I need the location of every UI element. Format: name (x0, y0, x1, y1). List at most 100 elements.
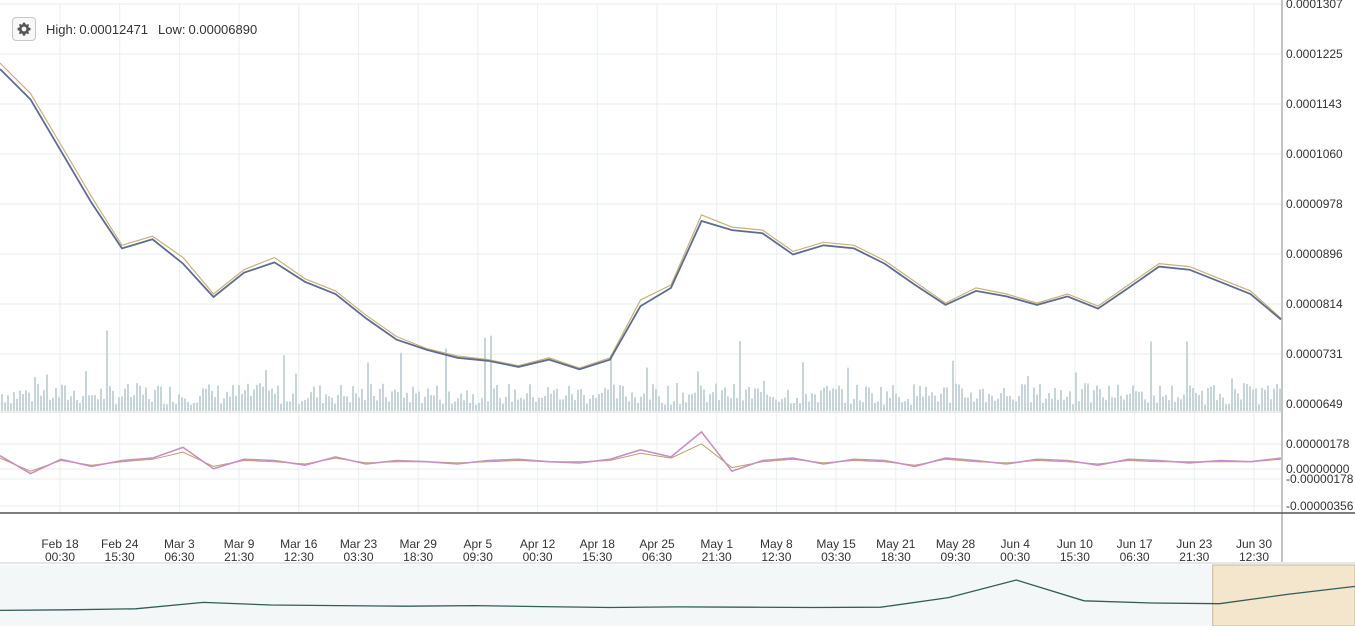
moving-average-line (0, 68, 1282, 371)
volume-bar (778, 401, 780, 411)
volume-bar (616, 398, 618, 411)
volume-bar (373, 395, 375, 411)
volume-bar (805, 393, 807, 411)
x-tick-date: Jun 23 (1176, 537, 1212, 551)
volume-bar (1030, 402, 1032, 411)
volume-bar (367, 362, 369, 411)
x-tick-date: Feb 24 (101, 537, 139, 551)
volume-bar (139, 385, 141, 411)
low-label: Low: (158, 21, 186, 37)
volume-bar (1270, 399, 1272, 411)
volume-bar (700, 385, 702, 411)
volume-bar (1084, 383, 1086, 411)
volume-bar (583, 395, 585, 411)
x-tick-time: 03:30 (821, 550, 851, 564)
volume-bar (1198, 394, 1200, 411)
volume-bar (559, 399, 561, 411)
volume-bar (1207, 388, 1209, 411)
volume-bar (163, 404, 165, 411)
volume-bar (475, 404, 477, 411)
navigator[interactable] (0, 564, 1355, 627)
volume-bar (661, 402, 663, 411)
volume-bar (601, 392, 603, 411)
volume-bar (523, 399, 525, 411)
volume-bar (4, 402, 6, 411)
volume-bar (394, 389, 396, 411)
volume-bar (241, 394, 243, 411)
volume-bar (643, 393, 645, 411)
volume-bar (787, 389, 789, 411)
volume-bar (10, 403, 12, 411)
volume-bar (244, 390, 246, 411)
volume-bar (1183, 394, 1185, 411)
volume-bar (898, 397, 900, 411)
price-range-header: High: 0.00012471 Low: 0.00006890 (12, 16, 257, 42)
volume-bar (352, 386, 354, 411)
volume-bar (181, 397, 183, 411)
volume-bar (526, 393, 528, 411)
volume-bar (1108, 385, 1110, 411)
volume-bar (556, 388, 558, 411)
volume-bar (961, 388, 963, 411)
volume-bar (1237, 393, 1239, 411)
volume-bar (796, 397, 798, 411)
x-tick-time: 09:30 (463, 550, 493, 564)
high-readout: High: 0.00012471 (46, 22, 148, 37)
volume-bar (481, 398, 483, 411)
volume-bar (463, 400, 465, 411)
volume-bar (436, 385, 438, 411)
volume-bar (1087, 383, 1089, 411)
volume-bar (793, 402, 795, 411)
x-tick-date: Mar 3 (164, 537, 195, 551)
volume-bar (1123, 399, 1125, 411)
volume-bar (109, 386, 111, 411)
volume-bar (1273, 388, 1275, 411)
volume-bar (178, 394, 180, 411)
volume-bar (124, 388, 126, 411)
settings-button[interactable] (12, 17, 36, 41)
high-label: High: (46, 21, 77, 37)
volume-bar (826, 385, 828, 411)
volume-bar (328, 396, 330, 411)
volume-bar (1234, 389, 1236, 411)
volume-bar (676, 383, 678, 411)
grid-lines (0, 3, 1281, 512)
volume-bar (991, 395, 993, 411)
volume-bar (376, 400, 378, 411)
volume-bar (895, 393, 897, 411)
volume-bar (295, 373, 297, 411)
volume-bar (166, 404, 168, 411)
volume-bar (175, 403, 177, 411)
volume-bar (1129, 393, 1131, 411)
volume-bar (484, 337, 486, 411)
volume-bar (751, 398, 753, 411)
price-tick-label: 0.0001225 (1286, 47, 1343, 61)
volume-bar (52, 397, 54, 411)
volume-bar (784, 397, 786, 411)
x-tick-date: Apr 5 (464, 537, 493, 551)
volume-bar (1219, 393, 1221, 411)
volume-bar (259, 383, 261, 411)
price-tick-label: 0.0000896 (1286, 247, 1343, 261)
volume-bar (760, 391, 762, 411)
volume-bar (28, 392, 30, 411)
volume-bar (841, 389, 843, 411)
volume-bar (262, 386, 264, 411)
volume-bar (934, 395, 936, 411)
volume-bar (238, 385, 240, 411)
volume-bar (112, 390, 114, 411)
volume-bar (910, 404, 912, 411)
x-tick-date: May 1 (700, 537, 733, 551)
volume-bar (310, 391, 312, 411)
navigator-line (0, 579, 1355, 612)
volume-bar (640, 396, 642, 411)
volume-bar (1006, 396, 1008, 411)
volume-bar (940, 393, 942, 411)
volume-bar (517, 399, 519, 411)
volume-bar (226, 391, 228, 411)
volume-bar (256, 384, 258, 411)
volume-bar (646, 367, 648, 411)
volume-bar (1078, 401, 1080, 411)
